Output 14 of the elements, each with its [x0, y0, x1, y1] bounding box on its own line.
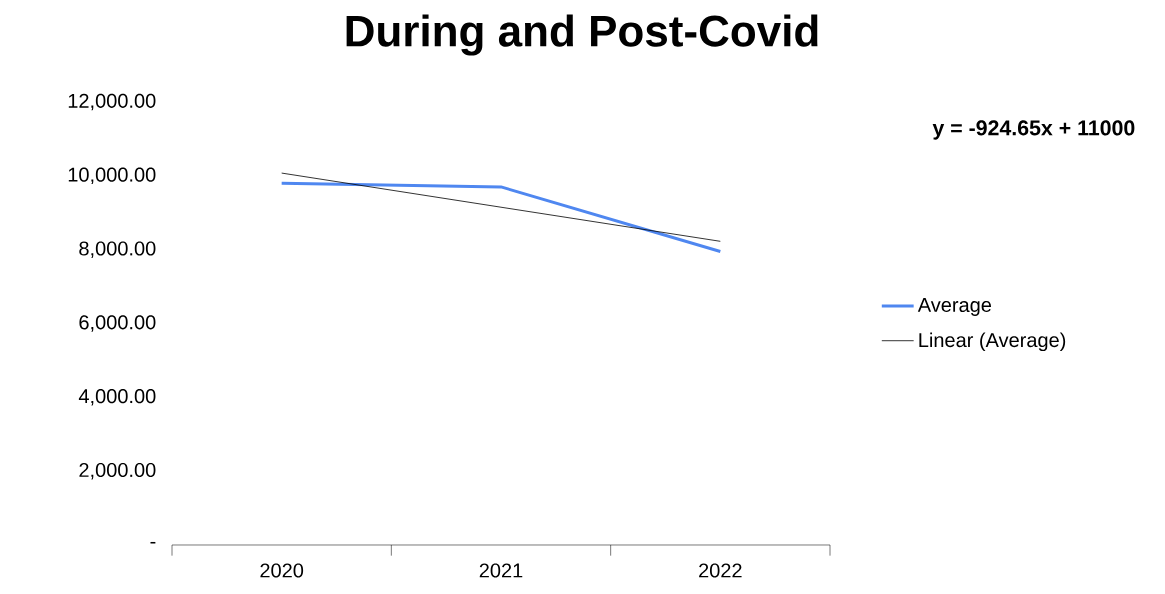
y-tick-label: 2,000.00 — [79, 462, 156, 480]
legend-label: Average — [917, 298, 992, 316]
legend-label: Linear (Average) — [919, 332, 1066, 352]
x-tick-label: 2021 — [479, 563, 523, 578]
y-tick-label: 10,000.00 — [68, 167, 156, 185]
chart-title: During and Post-Covid — [346, 14, 818, 56]
x-tick-label: 2022 — [699, 563, 742, 578]
text: y = -924.65x + 11000 — [932, 120, 1135, 140]
x-tick-label: 2020 — [260, 563, 304, 578]
y-tick-label: 4,000.00 — [78, 389, 156, 406]
y-tick-label: 8,000.00 — [79, 241, 156, 258]
y-tick-label: - — [150, 541, 156, 544]
y-tick-label: 12,000.00 — [68, 93, 156, 111]
y-tick-label: 6,000.00 — [79, 315, 156, 332]
